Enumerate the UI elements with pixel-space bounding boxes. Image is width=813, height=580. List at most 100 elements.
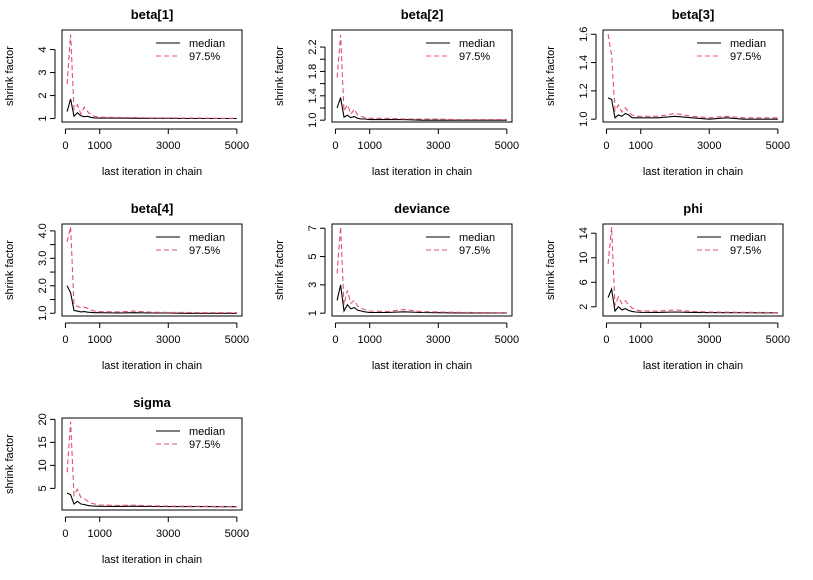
legend-label: 97.5% [189,439,220,451]
legend-label: 97.5% [730,51,761,63]
x-axis-label: last iteration in chain [372,360,472,372]
y-tick-label: 1.0 [307,113,319,128]
x-tick-label: 5000 [766,140,790,152]
series-line-median [336,284,507,314]
y-tick-label: 15 [37,436,49,448]
y-tick-label: 2.0 [37,278,49,293]
y-tick-label: 10 [37,459,49,471]
legend-label: 97.5% [189,51,220,63]
x-tick-label: 3000 [697,140,721,152]
x-tick-label: 1000 [628,140,652,152]
y-tick-label: 3 [307,282,319,288]
panel-title: sigma [133,395,171,410]
plot-frame [61,29,243,123]
series-line-median [66,98,237,120]
legend-label: 97.5% [730,245,761,257]
y-tick-label: 1.4 [307,88,319,103]
x-tick-label: 1000 [357,140,381,152]
series-line-median [607,97,778,120]
x-tick-label: 1000 [87,528,111,540]
panel-title: phi [683,201,703,216]
series-group [607,34,778,120]
y-axis: 5 10 15 20 [37,413,56,491]
y-tick-label: 6 [578,279,590,285]
y-tick-label: 3.0 [37,251,49,266]
legend-label: 97.5% [189,245,220,257]
x-tick-label: 0 [332,334,338,346]
y-axis: 2 6 10 14 [578,227,597,310]
plot-frame [61,417,243,511]
series-group [607,227,778,314]
series-group [66,226,237,314]
legend-label: median [730,38,766,50]
x-tick-label: 0 [62,528,68,540]
x-tick-label: 3000 [156,334,180,346]
x-tick-label: 0 [62,334,68,346]
x-axis: 0 1000 3000 5000 [603,128,790,152]
y-tick-label: 1 [37,115,49,121]
series-line-97-5 [66,421,237,508]
x-tick-label: 3000 [426,334,450,346]
y-tick-label: 7 [307,225,319,231]
y-tick-label: 1.0 [37,306,49,321]
y-axis: 1 3 5 7 [307,225,326,316]
plot-frame [602,223,784,317]
series-group [336,226,507,314]
x-tick-label: 3000 [697,334,721,346]
x-tick-label: 1000 [87,334,111,346]
series-group [336,34,507,121]
y-tick-label: 5 [37,485,49,491]
x-tick-label: 1000 [628,334,652,346]
y-tick-label: 1 [307,310,319,316]
legend-label: median [459,232,495,244]
series-group [66,421,237,508]
series-line-97-5 [336,226,507,314]
x-axis: 0 1000 3000 5000 [332,128,519,152]
legend-label: 97.5% [459,51,490,63]
series-line-97-5 [607,227,778,314]
y-tick-label: 2 [578,304,590,310]
y-tick-label: 5 [307,253,319,259]
panel-deviance: deviance 0 1000 3000 5000 1 3 5 7 last iteration … [274,201,519,372]
legend-label: median [189,232,225,244]
x-tick-label: 1000 [87,140,111,152]
x-axis: 0 1000 3000 5000 [62,322,249,346]
y-tick-label: 20 [37,413,49,425]
y-tick-label: 1.0 [578,112,590,127]
x-tick-label: 3000 [156,140,180,152]
y-tick-label: 2 [37,92,49,98]
x-axis-label: last iteration in chain [102,166,202,178]
x-axis-label: last iteration in chain [643,166,743,178]
y-tick-label: 1.4 [578,55,590,70]
series-line-97-5 [66,226,237,314]
y-axis: 1 2 3 4 [37,46,56,122]
plot-frame [602,29,784,123]
x-axis-label: last iteration in chain [643,360,743,372]
legend-label: 97.5% [459,245,490,257]
y-axis-label: shrink factor [4,434,16,494]
x-tick-label: 5000 [225,528,249,540]
y-tick-label: 10 [578,252,590,264]
legend-label: median [189,38,225,50]
y-axis: 1.0 1.2 1.4 1.6 [578,27,597,127]
plot-frame [331,223,513,317]
y-axis-label: shrink factor [4,240,16,300]
y-tick-label: 4 [37,46,49,52]
legend-label: median [730,232,766,244]
panel-beta-4: beta[4] 0 1000 3000 5000 1.0 2.0 3.0 4.0 last ite… [4,201,249,372]
series-line-median [66,492,237,508]
plot-frame [331,29,513,123]
x-tick-label: 5000 [766,334,790,346]
y-axis-label: shrink factor [4,46,16,106]
y-tick-label: 1.8 [307,64,319,79]
x-tick-label: 1000 [357,334,381,346]
x-tick-label: 0 [603,334,609,346]
x-axis: 0 1000 3000 5000 [62,516,249,540]
y-tick-label: 14 [578,227,590,239]
series-group [66,34,237,120]
panel-beta-1: beta[1] 0 1000 3000 5000 1 2 3 4 last iteration i… [4,7,249,178]
x-tick-label: 3000 [156,528,180,540]
